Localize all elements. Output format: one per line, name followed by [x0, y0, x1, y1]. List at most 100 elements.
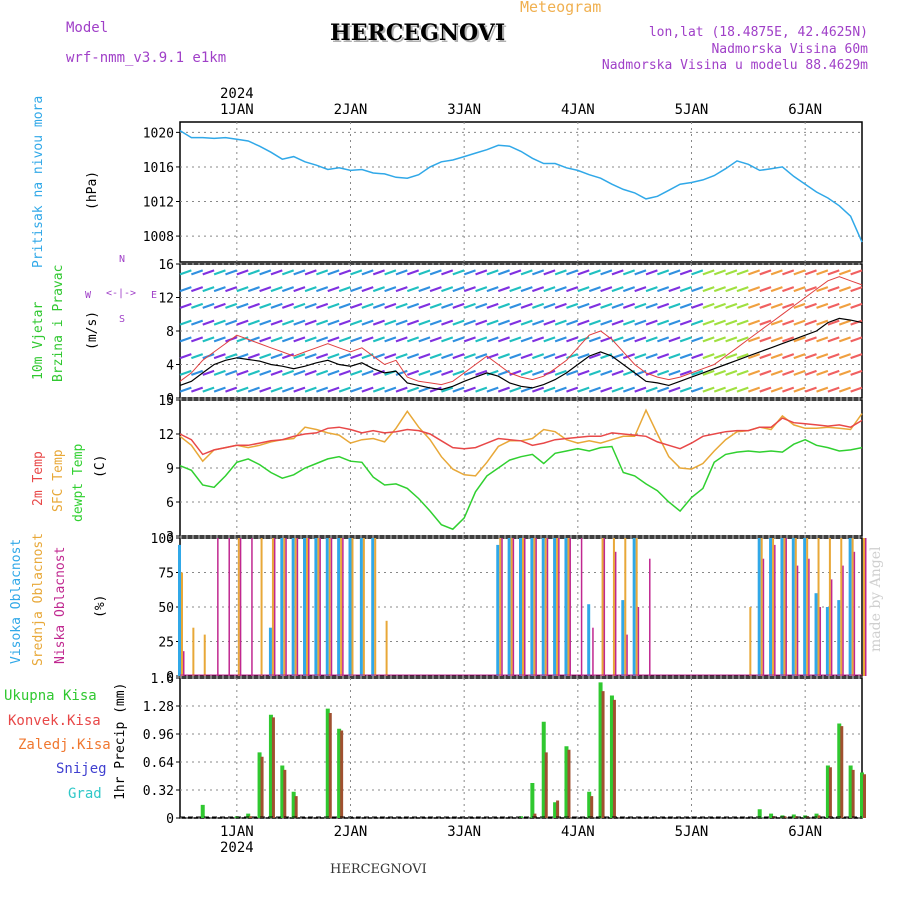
wind-barb	[429, 353, 442, 360]
cloud-bar	[317, 538, 320, 676]
cloud-bar	[533, 538, 536, 676]
x-tick-label-top: 4JAN	[561, 102, 595, 118]
wind-barb	[418, 286, 431, 293]
wind-barb	[827, 369, 840, 376]
wind-barb	[395, 302, 408, 309]
wind-barb	[770, 353, 783, 360]
wind-barb	[782, 353, 795, 360]
cloud-bar	[564, 538, 568, 676]
wind-barb	[509, 353, 522, 360]
wind-barb	[463, 269, 476, 276]
wind-barb	[191, 369, 204, 376]
y-tick-label: 0.96	[143, 728, 174, 743]
cloud-bar	[791, 538, 795, 676]
y-tick-label: 12	[158, 292, 174, 307]
wind-barb	[770, 302, 783, 309]
wind-barb	[588, 269, 601, 276]
wind-barb	[566, 302, 579, 309]
ylabel-dewpt: dewpt Temp	[71, 444, 86, 522]
cloud-bar	[840, 538, 843, 676]
precip-bar-conv	[840, 726, 844, 818]
wind-barb	[532, 369, 545, 376]
wind-barb	[463, 336, 476, 343]
wind-barb	[179, 319, 192, 326]
wind-barb	[509, 369, 522, 376]
wind-barb	[475, 286, 488, 293]
wind-barb	[236, 353, 249, 360]
elevation-label: Nadmorska Visina 60m	[711, 42, 868, 57]
wind-barb	[622, 269, 636, 276]
wind-barb	[429, 336, 442, 343]
wind-barb	[804, 353, 817, 360]
cloud-bar	[556, 538, 559, 676]
wind-barb	[804, 286, 817, 293]
wind-barb	[509, 336, 522, 343]
wind-barb	[816, 369, 829, 376]
wind-barb	[395, 319, 408, 326]
wind-barb	[486, 336, 499, 343]
wind-barb	[793, 336, 806, 343]
wind-barb	[668, 353, 681, 360]
wind-barb	[543, 336, 556, 343]
wind-barb	[679, 319, 692, 326]
cloud-bar	[794, 538, 797, 676]
wind-barb	[486, 286, 499, 293]
precip-bar-total	[598, 682, 603, 818]
wind-barb	[509, 269, 522, 276]
precip-bar-total	[814, 813, 819, 818]
wind-barb	[338, 386, 351, 393]
wind-barb	[327, 286, 340, 293]
model-name: wrf-nmm_v3.9.1 e1km	[66, 50, 227, 66]
cloud-bar	[342, 538, 344, 676]
wind-barb	[452, 319, 465, 326]
wind-barb	[327, 353, 340, 360]
wind-barb	[327, 336, 340, 343]
wind-barb	[759, 353, 772, 360]
cloud-bar	[268, 627, 272, 676]
cloud-bar	[587, 604, 591, 676]
wind-barb	[668, 319, 681, 326]
wind-barb	[441, 336, 454, 343]
wind-barb	[372, 386, 385, 393]
wind-barb	[338, 302, 351, 309]
wind-barb	[770, 369, 783, 376]
wind-barb	[406, 386, 420, 393]
wind-barb	[304, 353, 317, 360]
wind-barb	[304, 369, 317, 376]
wind-barb	[247, 353, 260, 360]
cloud-bar	[865, 538, 867, 676]
wind-barb	[691, 269, 704, 276]
wind-barb	[770, 336, 783, 343]
wind-barb	[509, 302, 522, 309]
wind-barb	[588, 386, 601, 393]
wind-barb	[236, 369, 249, 376]
cloud-bar	[780, 538, 784, 676]
y-tick-label: 1.6	[151, 672, 174, 687]
wind-barb	[713, 286, 726, 293]
wind-barb	[395, 369, 408, 376]
wind-barb	[577, 336, 590, 343]
wind-barb	[406, 353, 420, 360]
wind-barb	[850, 286, 863, 293]
cloud-bar	[374, 538, 377, 676]
wind-barb	[532, 319, 545, 326]
wind-barb	[247, 286, 260, 293]
wind-barb	[838, 302, 851, 309]
wind-barb	[702, 319, 715, 326]
wind-barb	[554, 336, 567, 343]
wind-barb	[520, 369, 533, 376]
compass-e: E	[151, 290, 157, 301]
wind-barb	[838, 353, 851, 360]
wind-barb	[520, 302, 533, 309]
wind-barb	[725, 286, 738, 293]
wind-barb	[372, 286, 385, 293]
wind-barb	[225, 319, 238, 326]
wind-barb	[816, 386, 829, 393]
x-tick-label-bottom: 6JAN	[788, 824, 822, 840]
cloud-bar	[237, 538, 240, 676]
wind-barb	[577, 269, 590, 276]
cloud-bar	[830, 579, 833, 676]
wind-barb	[452, 336, 465, 343]
wind-barb	[554, 369, 567, 376]
wind-barb	[270, 269, 283, 276]
